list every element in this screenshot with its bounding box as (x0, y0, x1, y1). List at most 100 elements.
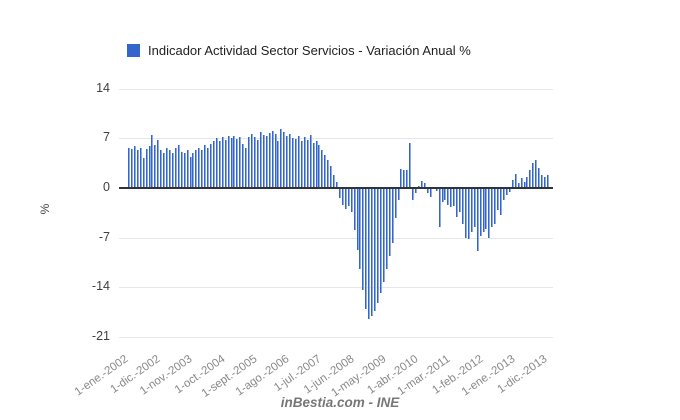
bar[interactable] (395, 189, 397, 218)
bar[interactable] (254, 137, 256, 188)
bar[interactable] (137, 150, 139, 188)
bar[interactable] (187, 150, 189, 188)
bar[interactable] (292, 138, 294, 188)
bar[interactable] (134, 146, 136, 188)
bar[interactable] (538, 168, 540, 188)
bar[interactable] (275, 134, 277, 188)
bar[interactable] (365, 189, 367, 309)
bar[interactable] (169, 150, 171, 188)
bar[interactable] (333, 175, 335, 188)
bar[interactable] (204, 145, 206, 188)
bar[interactable] (219, 141, 221, 188)
bar[interactable] (201, 150, 203, 188)
bar[interactable] (286, 136, 288, 188)
bar[interactable] (500, 189, 502, 215)
bar[interactable] (172, 153, 174, 188)
bar[interactable] (456, 189, 458, 217)
bar[interactable] (277, 141, 279, 188)
bar[interactable] (316, 141, 318, 188)
bar[interactable] (210, 144, 212, 188)
bar[interactable] (175, 148, 177, 188)
bar[interactable] (453, 189, 455, 206)
bar[interactable] (518, 183, 520, 188)
bar[interactable] (166, 148, 168, 188)
bar[interactable] (178, 145, 180, 188)
bar[interactable] (547, 175, 549, 188)
bar[interactable] (298, 136, 300, 188)
bar[interactable] (450, 189, 452, 207)
bar[interactable] (354, 189, 356, 230)
bar[interactable] (146, 149, 148, 188)
bar[interactable] (225, 140, 227, 188)
bar[interactable] (289, 134, 291, 188)
bar[interactable] (497, 189, 499, 210)
bar[interactable] (392, 189, 394, 243)
bar[interactable] (342, 189, 344, 205)
bar[interactable] (313, 143, 315, 188)
bar[interactable] (327, 160, 329, 188)
bar[interactable] (242, 144, 244, 188)
bar[interactable] (483, 189, 485, 232)
bar[interactable] (491, 189, 493, 227)
bar[interactable] (248, 137, 250, 188)
bar[interactable] (488, 189, 490, 238)
bar[interactable] (400, 169, 402, 188)
bar[interactable] (430, 189, 432, 197)
bar[interactable] (409, 143, 411, 188)
bar[interactable] (272, 131, 274, 188)
bar[interactable] (447, 189, 449, 205)
bar[interactable] (524, 182, 526, 188)
bar[interactable] (485, 189, 487, 229)
bar[interactable] (231, 138, 233, 188)
bar[interactable] (424, 183, 426, 188)
bar[interactable] (151, 135, 153, 188)
bar[interactable] (260, 132, 262, 188)
bar[interactable] (154, 145, 156, 188)
bar[interactable] (403, 170, 405, 188)
bar[interactable] (128, 148, 130, 188)
bar[interactable] (181, 152, 183, 188)
bar[interactable] (541, 175, 543, 188)
bar[interactable] (351, 189, 353, 212)
bar[interactable] (444, 189, 446, 200)
bar[interactable] (374, 189, 376, 311)
bar[interactable] (506, 189, 508, 195)
bar[interactable] (526, 177, 528, 188)
bar[interactable] (474, 189, 476, 227)
bar[interactable] (436, 189, 438, 191)
bar[interactable] (406, 170, 408, 188)
bar[interactable] (239, 137, 241, 188)
bar[interactable] (222, 137, 224, 188)
bar[interactable] (310, 135, 312, 188)
bar[interactable] (477, 189, 479, 251)
bar[interactable] (459, 189, 461, 212)
bar[interactable] (398, 189, 400, 200)
bar[interactable] (245, 148, 247, 188)
bar[interactable] (304, 137, 306, 188)
bar[interactable] (228, 136, 230, 188)
bar[interactable] (330, 166, 332, 188)
bar[interactable] (503, 189, 505, 200)
bar[interactable] (216, 138, 218, 188)
bar[interactable] (163, 153, 165, 188)
bar[interactable] (149, 146, 151, 188)
bar[interactable] (368, 189, 370, 319)
bar[interactable] (207, 148, 209, 188)
bar[interactable] (157, 140, 159, 188)
bar[interactable] (535, 160, 537, 188)
bar[interactable] (269, 133, 271, 188)
bar[interactable] (263, 135, 265, 188)
bar[interactable] (143, 158, 145, 188)
bar[interactable] (236, 139, 238, 188)
bar[interactable] (468, 189, 470, 239)
bar[interactable] (357, 189, 359, 250)
bar[interactable] (462, 189, 464, 224)
bar[interactable] (213, 141, 215, 188)
bar[interactable] (336, 182, 338, 188)
bar[interactable] (295, 139, 297, 188)
bar[interactable] (131, 149, 133, 188)
bar[interactable] (377, 189, 379, 303)
bar[interactable] (283, 132, 285, 188)
bar[interactable] (371, 189, 373, 316)
bar[interactable] (442, 189, 444, 202)
